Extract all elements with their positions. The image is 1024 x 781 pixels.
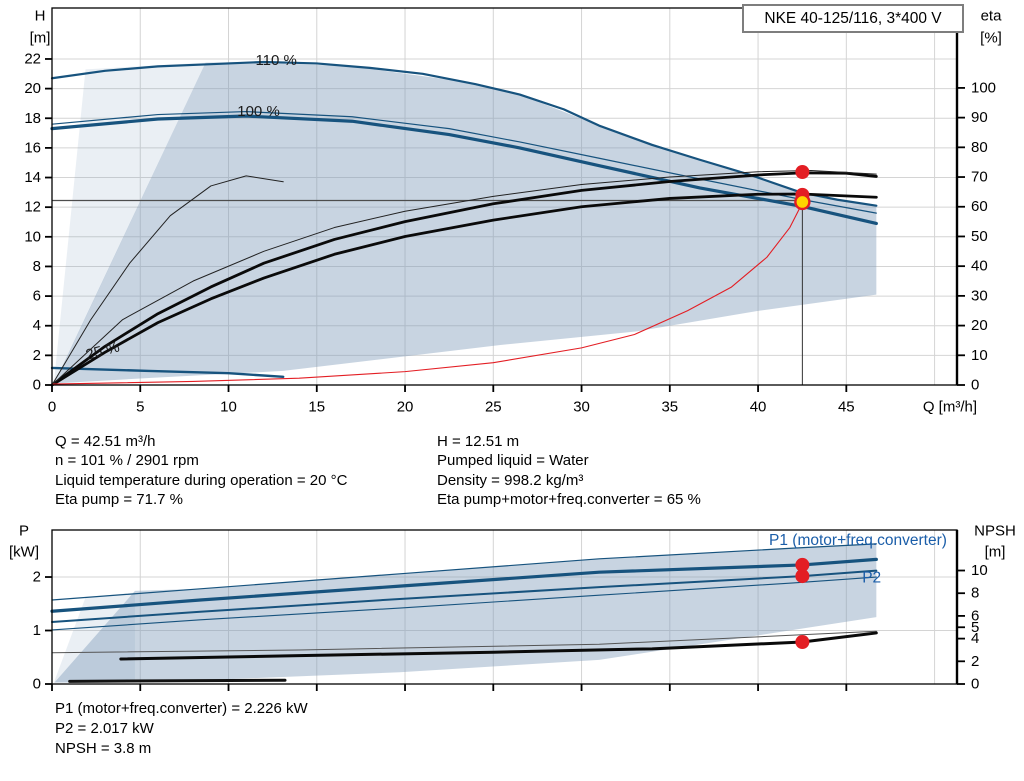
- hq-eta-chart-right-tick-label: 100: [971, 79, 996, 96]
- hq-eta-chart-x-axis-label: Q [m³/h]: [923, 399, 977, 416]
- power-npsh-chart-right-tick-label: 6: [971, 607, 979, 624]
- pump-type-label: NKE 40-125/116, 3*400 V: [764, 10, 942, 27]
- eta-thin-curve-low-speed: [51, 175, 284, 386]
- hq-eta-chart-right-tick-label: 20: [971, 317, 988, 334]
- duty-info-right: H = 12.51 m Pumped liquid = Water Densit…: [437, 432, 701, 510]
- duty-marker-eta-pump: [795, 164, 810, 179]
- power-npsh-chart-left-tick-label: 0: [33, 676, 41, 693]
- p1-110pct-thin-curve: [51, 543, 877, 601]
- p1-curve: [50, 557, 878, 613]
- power-envelope-light: [53, 592, 135, 683]
- hq-eta-chart-curve-label: 100 %: [237, 103, 280, 120]
- hq-eta-chart-right-tick-label: 40: [971, 258, 988, 275]
- operating-envelope: [54, 61, 877, 384]
- hq-eta-chart-right-tick-label: 0: [971, 377, 979, 394]
- info-line-liquid: Pumped liquid = Water: [437, 452, 589, 470]
- power-npsh-chart-axis-unit: [m]: [985, 544, 1006, 561]
- hq-eta-chart-left-tick-label: 18: [24, 110, 41, 127]
- operating-envelope-light: [53, 62, 206, 385]
- hq-eta-chart-left-tick-label: 6: [33, 288, 41, 305]
- hq-eta-chart-right-tick-label: 80: [971, 139, 988, 156]
- info-line-p2: P2 = 2.017 kW: [55, 720, 154, 737]
- hq-eta-chart-right-tick-label: 60: [971, 198, 988, 215]
- hq-eta-chart-left-tick-label: 8: [33, 258, 41, 275]
- hq-eta-chart-x-tick-label: 10: [220, 399, 237, 416]
- power-npsh-chart-right-tick-label: 2: [971, 653, 979, 670]
- hq-eta-chart-x-tick-label: 40: [750, 399, 767, 416]
- hq-eta-chart-left-tick-label: 20: [24, 80, 41, 97]
- hq-eta-chart-axis-title: H: [35, 8, 46, 25]
- eta-total-curve: [50, 192, 878, 387]
- duty-marker-qh: [794, 193, 811, 211]
- info-line-npsh: NPSH = 3.8 m: [55, 740, 152, 757]
- power-npsh-chart-right-tick-label: 4: [971, 630, 979, 647]
- hq-eta-chart-x-tick-label: 45: [838, 399, 855, 416]
- hq-eta-chart-x-tick-label: 0: [48, 399, 56, 416]
- hq-curve-110pct: [50, 60, 878, 207]
- hq-eta-chart-left-tick-label: 2: [33, 347, 41, 364]
- hq-eta-chart-left-tick-label: 22: [24, 50, 41, 67]
- power-npsh-chart-left-tick-label: 1: [33, 622, 41, 639]
- info-line-q: Q = 42.51 m³/h: [55, 433, 156, 450]
- power-npsh-chart-right-tick-label: 0: [971, 676, 979, 693]
- info-line-p1: P1 (motor+freq.converter) = 2.226 kW: [55, 700, 308, 717]
- hq-eta-chart-right-tick-label: 90: [971, 109, 988, 126]
- p2-curve: [51, 569, 878, 623]
- hq-eta-chart-right-tick-label: 30: [971, 287, 988, 304]
- hq-eta-chart-left-tick-label: 10: [24, 228, 41, 245]
- hq-eta-chart-x-tick-label: 15: [308, 399, 325, 416]
- duty-info-left: Q = 42.51 m³/h n = 101 % / 2901 rpm Liqu…: [55, 432, 347, 510]
- hq-eta-chart-axis-unit: [m]: [30, 30, 51, 47]
- power-npsh-chart-right-tick-label: 10: [971, 562, 988, 579]
- hq-eta-chart-curve-label: 110 %: [255, 52, 296, 69]
- info-line-density: Density = 998.2 kg/m³: [437, 471, 584, 489]
- pump-type-box: NKE 40-125/116, 3*400 V: [742, 4, 964, 33]
- hq-eta-chart-x-tick-label: 5: [136, 399, 144, 416]
- hq-eta-chart-left-tick-label: 0: [33, 377, 41, 394]
- power-npsh-chart-curve-label: P1 (motor+freq.converter): [769, 532, 947, 549]
- hq-eta-chart-left-tick-label: 4: [33, 317, 41, 334]
- power-npsh-chart-axis-title: NPSH: [974, 523, 1016, 540]
- duty-marker-p2: [795, 569, 810, 584]
- eta-pump-curve: [50, 171, 878, 387]
- info-line-eta-pump: Eta pump = 71.7 %: [55, 491, 183, 509]
- eta-thin-curve: [51, 170, 877, 386]
- duty-marker-p1: [795, 557, 810, 572]
- hq-eta-chart-right-tick-label: 50: [971, 228, 988, 245]
- hq-curve-100pct: [50, 114, 878, 226]
- hq-eta-chart-right-tick-label: 70: [971, 169, 988, 186]
- hq-eta-chart-left-tick-label: 14: [24, 169, 41, 186]
- npsh-curve: [119, 631, 878, 661]
- eta-total-red-curve: [51, 202, 803, 385]
- hq-eta-chart-axis-title: eta: [981, 8, 1003, 25]
- power-npsh-chart-axis-title: P: [19, 523, 29, 540]
- hq-eta-chart-x-tick-label: 20: [397, 399, 414, 416]
- duty-marker-npsh: [795, 635, 810, 650]
- p-25pct-stub-curve: [68, 678, 287, 683]
- p2-thin-curve: [51, 576, 877, 631]
- power-npsh-chart-right-tick-label: 5: [971, 619, 979, 636]
- power-npsh-chart-left-tick-label: 2: [33, 569, 41, 586]
- info-line-eta-total: Eta pump+motor+freq.converter = 65 %: [437, 491, 701, 509]
- info-line-temperature: Liquid temperature during operation = 20…: [55, 471, 348, 489]
- power-npsh-chart-axis-unit: [kW]: [9, 544, 39, 561]
- hq-eta-chart-left-tick-label: 12: [24, 199, 41, 216]
- power-info: P1 (motor+freq.converter) = 2.226 kW P2 …: [55, 699, 308, 759]
- power-npsh-chart-curve-label: P2: [862, 569, 881, 586]
- hq-eta-chart-x-tick-label: 25: [485, 399, 502, 416]
- hq-curve-101pct-thin: [51, 110, 877, 214]
- power-npsh-chart-right-tick-label: 8: [971, 585, 979, 602]
- hq-eta-chart-left-tick-label: 16: [24, 139, 41, 156]
- hq-eta-chart-axis-unit: [%]: [980, 30, 1002, 47]
- info-line-speed: n = 101 % / 2901 rpm: [55, 452, 199, 470]
- hq-eta-chart-right-tick-label: 10: [971, 347, 988, 364]
- npsh-thin-curve: [51, 630, 877, 654]
- hq-eta-chart-x-tick-label: 35: [661, 399, 678, 416]
- hq-curve-25pct: [50, 366, 285, 379]
- info-line-head: H = 12.51 m: [437, 433, 520, 450]
- hq-eta-chart-x-tick-label: 30: [573, 399, 590, 416]
